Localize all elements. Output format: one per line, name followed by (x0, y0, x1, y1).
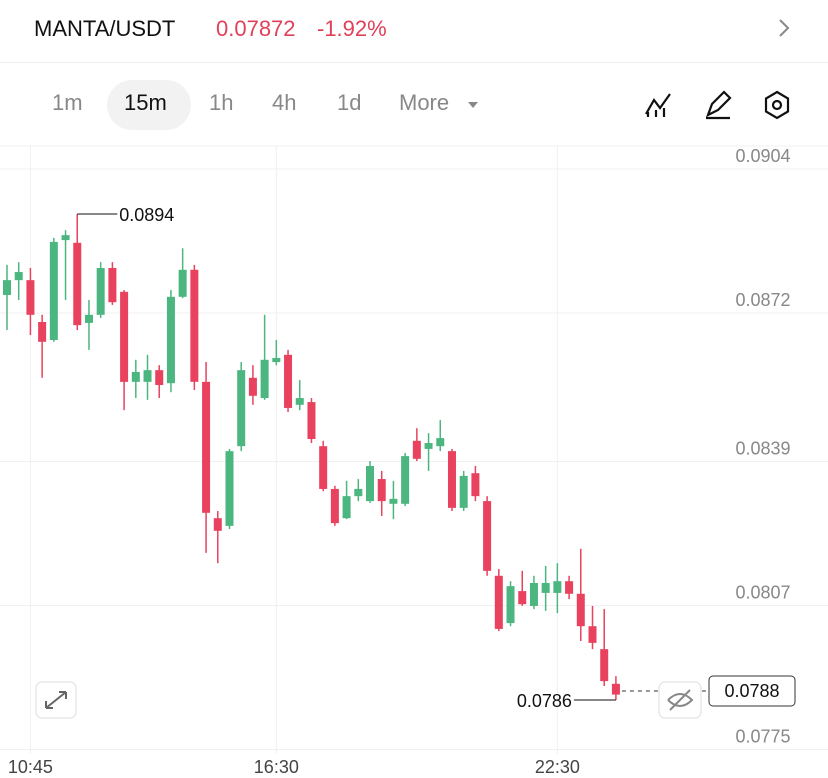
candle-body (354, 488, 363, 497)
candle-body (377, 479, 386, 502)
candle-body (61, 235, 70, 241)
divider (0, 62, 828, 63)
candle-body (529, 583, 538, 606)
candle-body (541, 583, 550, 593)
candle-body (436, 438, 445, 447)
chevron[interactable] (779, 19, 790, 37)
y-tick-label: 0.0775 (735, 726, 790, 746)
candle-body (108, 268, 117, 303)
candle-body (248, 377, 257, 396)
candle-body (155, 370, 164, 385)
candle-body (143, 370, 152, 382)
pair: MANTA/USDT (34, 16, 176, 41)
candle-body (73, 242, 82, 326)
candle-body (366, 466, 375, 502)
change: -1.92% (317, 16, 387, 41)
last-price-box (708, 675, 796, 707)
candle-body (342, 496, 351, 519)
tab[interactable]: 1m (52, 90, 83, 115)
candle-body (518, 591, 527, 605)
draw-icon[interactable] (706, 90, 732, 120)
candle-body (96, 268, 105, 315)
tab[interactable]: More (399, 90, 450, 115)
candle-body (506, 586, 515, 624)
y-tick-label: 0.0839 (735, 438, 790, 458)
candle-body (330, 488, 339, 524)
candle-body (295, 398, 304, 405)
tab[interactable]: 15m (124, 90, 167, 115)
candle-body (202, 381, 211, 513)
candle-body (389, 498, 398, 504)
y-tick-label: 0.0807 (735, 582, 790, 602)
candle-body (459, 475, 468, 508)
candle-body (471, 473, 480, 497)
min-label: 0.0786 (517, 691, 572, 711)
x-tick-label: 16:30 (254, 757, 299, 777)
candle-body (284, 354, 293, 408)
candle-body (565, 581, 574, 594)
candle-body (38, 322, 47, 342)
settings-icon[interactable] (764, 90, 790, 120)
max-label: 0.0894 (119, 205, 174, 225)
candle-body (178, 269, 187, 297)
candle-body (131, 371, 140, 382)
x-tick-label: 10:45 (8, 757, 53, 777)
expand-icon (45, 691, 67, 709)
candle-body (225, 451, 234, 526)
candle-body (190, 269, 199, 382)
candle-body (494, 575, 503, 629)
candle-body (14, 272, 23, 281)
candle-body (237, 370, 246, 447)
candle-body (412, 440, 421, 459)
candle-body (319, 446, 328, 489)
last-price-label: 0.0788 (724, 681, 779, 701)
tab[interactable]: 1h (209, 90, 234, 115)
candle-body (447, 451, 456, 508)
candle-body (3, 280, 11, 295)
candle-body (401, 456, 410, 504)
y-tick-label: 0.0904 (735, 146, 790, 166)
candle-body (49, 241, 58, 340)
y-tick-label: 0.0872 (735, 290, 790, 310)
candle-body (272, 358, 281, 363)
candle-body (553, 581, 562, 593)
more-caret (468, 102, 478, 108)
candle-body (307, 402, 316, 439)
candle-body (424, 443, 433, 449)
hide-icon (667, 689, 694, 711)
candle-body (213, 518, 222, 531)
tab[interactable]: 1d (337, 90, 362, 115)
candle-body (26, 280, 35, 315)
indicator-icon[interactable] (645, 93, 671, 117)
candle-body (600, 649, 609, 682)
tab[interactable]: 4h (272, 90, 297, 115)
candle-body (260, 359, 269, 399)
candle-body (576, 593, 585, 627)
candle-body (84, 314, 93, 323)
candle-body (120, 291, 129, 382)
price: 0.07872 (216, 16, 296, 41)
x-tick-label: 22:30 (535, 757, 580, 777)
settings-icon-dot (771, 99, 783, 111)
candle-body (483, 501, 492, 571)
candle-body (166, 296, 175, 384)
tab-active-bg (107, 80, 191, 130)
candle-body (611, 683, 620, 695)
candle-body (588, 626, 597, 643)
